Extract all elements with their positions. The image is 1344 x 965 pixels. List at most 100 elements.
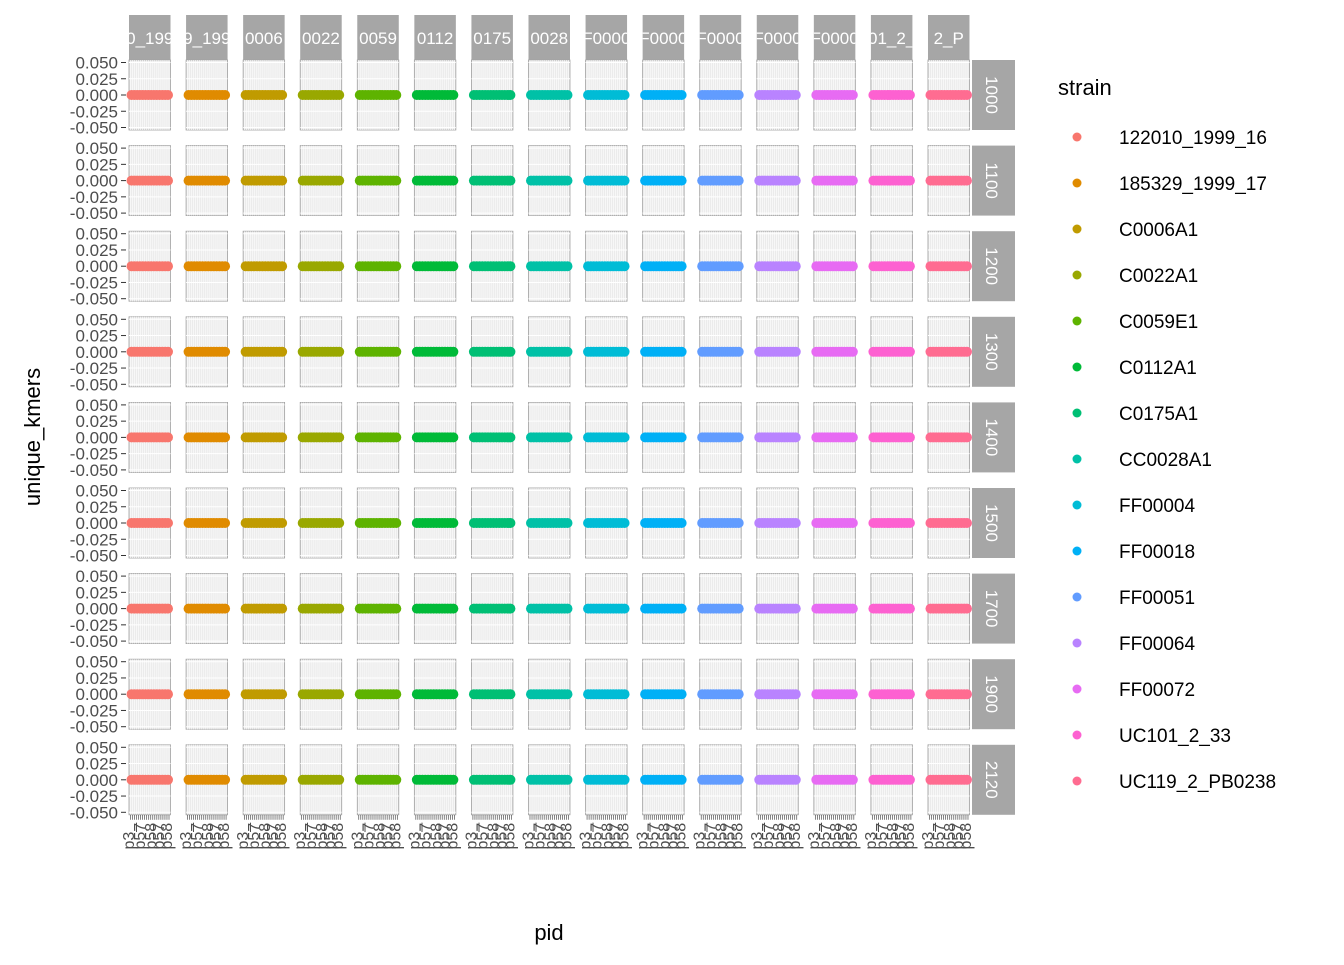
data-points	[754, 90, 801, 100]
row-strip-label: 1300	[982, 333, 1001, 371]
data-points	[127, 604, 174, 614]
facet-panel	[697, 659, 744, 729]
data-points	[469, 347, 516, 357]
facet-panel	[526, 146, 573, 216]
facet-panel	[469, 488, 516, 558]
facet-panel	[298, 488, 345, 558]
facet-panel	[640, 60, 687, 130]
data-points	[640, 90, 687, 100]
data-points	[127, 90, 174, 100]
row-strip-label: 1700	[982, 590, 1001, 628]
y-tick-label: -0.050	[70, 718, 118, 737]
data-point	[334, 432, 344, 442]
data-points	[526, 347, 573, 357]
data-points	[469, 432, 516, 442]
data-point	[277, 176, 287, 186]
data-points	[241, 90, 288, 100]
facet-panel	[526, 488, 573, 558]
data-point	[163, 90, 173, 100]
facet-panel	[355, 146, 402, 216]
data-points	[412, 261, 459, 271]
data-point	[448, 347, 458, 357]
facet-panel	[298, 146, 345, 216]
data-points	[298, 518, 345, 528]
facet-panel	[469, 317, 516, 387]
data-point	[448, 518, 458, 528]
facet-panel	[868, 574, 915, 644]
data-points	[241, 432, 288, 442]
data-point	[905, 518, 915, 528]
data-points	[754, 518, 801, 528]
facet-panel	[355, 574, 402, 644]
facet-panel	[526, 574, 573, 644]
data-point	[163, 176, 173, 186]
facet-panel	[355, 231, 402, 301]
facet-panel	[526, 231, 573, 301]
data-points	[526, 604, 573, 614]
data-point	[562, 604, 572, 614]
data-point	[277, 518, 287, 528]
data-points	[868, 518, 915, 528]
facet-panel	[583, 659, 630, 729]
data-points	[241, 347, 288, 357]
facet-panel	[640, 402, 687, 472]
data-points	[640, 604, 687, 614]
facet-panel	[412, 317, 459, 387]
facet-panel	[811, 317, 858, 387]
data-point	[505, 347, 515, 357]
data-points	[127, 261, 174, 271]
column-strip-label: 2_P	[934, 29, 964, 48]
data-points	[127, 347, 174, 357]
data-points	[184, 604, 231, 614]
facet-panel	[640, 146, 687, 216]
data-points	[184, 261, 231, 271]
column-strip-label: 01_2_	[868, 29, 916, 48]
data-point	[848, 432, 858, 442]
data-points	[526, 90, 573, 100]
data-point	[505, 261, 515, 271]
facet-panel	[868, 146, 915, 216]
data-point	[962, 432, 972, 442]
data-points	[925, 604, 972, 614]
data-point	[448, 432, 458, 442]
column-strip-label: 0112	[417, 29, 454, 48]
data-points	[127, 518, 174, 528]
data-points	[697, 261, 744, 271]
data-point	[905, 432, 915, 442]
facet-panel	[184, 488, 231, 558]
data-point	[562, 689, 572, 699]
facet-panel	[925, 231, 972, 301]
facet-panel	[697, 574, 744, 644]
facet-panel	[811, 231, 858, 301]
data-point	[505, 90, 515, 100]
facet-panel	[811, 574, 858, 644]
facet-panel	[868, 488, 915, 558]
facet-panel	[241, 402, 288, 472]
data-points	[754, 604, 801, 614]
data-point	[905, 347, 915, 357]
facet-panel	[241, 231, 288, 301]
data-points	[184, 347, 231, 357]
data-point	[620, 518, 630, 528]
data-point	[791, 518, 801, 528]
data-point	[962, 518, 972, 528]
data-points	[697, 90, 744, 100]
column-strip-label: F0000	[753, 29, 801, 48]
facet-panel	[469, 146, 516, 216]
data-points	[583, 347, 630, 357]
data-points	[526, 518, 573, 528]
facet-panel	[697, 146, 744, 216]
data-point	[734, 90, 744, 100]
data-point	[620, 604, 630, 614]
facet-panel	[412, 488, 459, 558]
data-points	[811, 432, 858, 442]
data-point	[505, 176, 515, 186]
data-points	[184, 176, 231, 186]
data-point	[220, 604, 230, 614]
data-points	[811, 176, 858, 186]
facet-panel	[298, 659, 345, 729]
row-strip-label: 1200	[982, 247, 1001, 285]
